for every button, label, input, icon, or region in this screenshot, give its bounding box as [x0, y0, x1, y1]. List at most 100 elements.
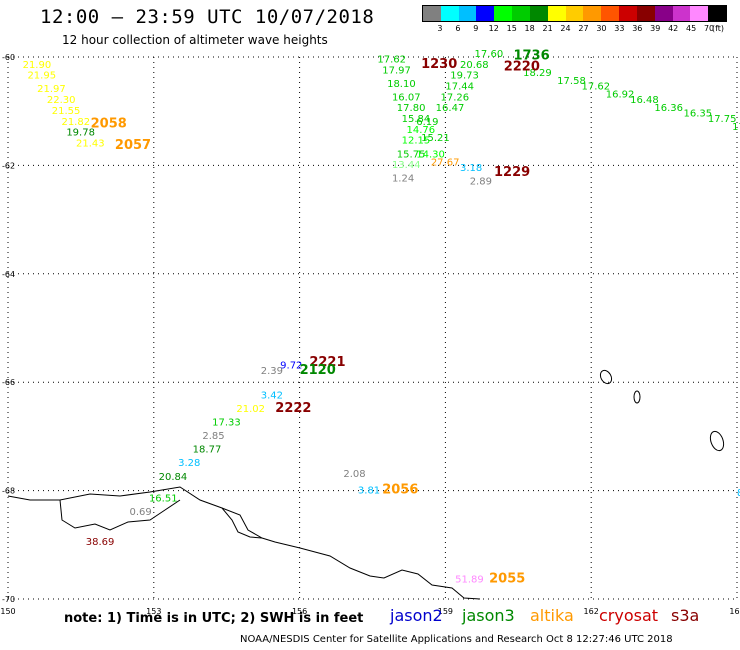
color-scale-label: 18 [524, 24, 535, 33]
color-scale-label: 39 [650, 24, 661, 33]
color-scale-swatch [476, 6, 495, 21]
color-scale-swatch [565, 6, 584, 21]
lat-tick-label: -62 [2, 161, 15, 170]
island-outline [709, 430, 725, 452]
lat-tick-label: -68 [2, 487, 15, 496]
swh-label: 16.48 [630, 95, 659, 106]
color-scale-label: (ft) [711, 24, 725, 33]
swh-label: 15.84 [402, 114, 431, 125]
color-scale-label: 36 [632, 24, 643, 33]
color-scale-label: 3 [437, 24, 443, 33]
lon-tick-label: 150 [0, 607, 15, 616]
swh-label: 12.15 [402, 136, 431, 147]
color-scale-swatch [636, 6, 655, 21]
coastline [7, 369, 725, 600]
swh-label: 19.73 [450, 71, 479, 82]
swh-label: 16.07 [392, 92, 421, 103]
color-scale-label: 12 [488, 24, 499, 33]
antarctic-coastline [7, 486, 481, 600]
swh-label: 17.60 [475, 49, 504, 60]
swh-label: 17.58 [557, 76, 586, 87]
color-scale-swatch [529, 6, 548, 21]
swh-label: 22.30 [47, 95, 76, 106]
swh-label: 18.10 [387, 79, 416, 90]
color-scale-label: 6 [455, 24, 461, 33]
color-scale-label: 21 [542, 24, 553, 33]
color-scale-swatch [619, 6, 637, 21]
swh-label: 21.02 [236, 404, 265, 415]
swh-label: 17.62 [581, 82, 610, 93]
pass-time-label: 2221 [309, 355, 345, 370]
pass-time-label: 1230 [421, 57, 457, 72]
swh-label: 21.55 [52, 106, 81, 117]
swh-label: 21.90 [23, 60, 52, 71]
swh-label: 2.08 [343, 469, 365, 480]
pass-time-label: 2056 [382, 482, 418, 497]
swh-label: 3.42 [261, 390, 283, 401]
swh-label: 38.69 [86, 537, 115, 548]
swh-label: 13.44 [392, 160, 421, 171]
map-grid [7, 56, 738, 600]
swh-label: 20.68 [460, 60, 489, 71]
axis-ticks: 150 153 156 159 162 165 -60 -62 -64 -66 -68 -70 [0, 53, 740, 616]
color-scale-swatch [690, 6, 709, 21]
swh-label: 21.82 [61, 117, 90, 128]
swh-label: 16.36 [654, 103, 683, 114]
swh-label: 3.28 [178, 458, 200, 469]
footer-credit: NOAA/NESDIS Center for Satellite Applica… [240, 634, 673, 645]
pass-time-label: 2055 [489, 572, 525, 587]
ice-shelf-outline [221, 507, 263, 539]
pass-time-label: 2058 [91, 116, 127, 131]
swh-label: 14.76 [407, 125, 436, 136]
island-outline [633, 390, 641, 404]
swh-label: 17.33 [212, 418, 241, 429]
swh-label: 16.92 [606, 90, 635, 101]
color-scale-swatch [601, 6, 620, 21]
color-scale-swatch [440, 6, 459, 21]
swh-label: 9.72 [280, 361, 302, 372]
lat-tick-label: -70 [2, 595, 15, 604]
swh-label: 20.84 [159, 472, 188, 483]
color-scale: 3 6 9 12 15 18 21 24 27 30 33 36 39 42 45 70 (ft) [422, 5, 727, 36]
swh-label: 17.44 [445, 82, 474, 93]
satellite-legend-item: s3a [671, 606, 700, 625]
color-scale-label: 9 [473, 24, 479, 33]
lon-tick-label: 162 [584, 607, 599, 616]
color-scale-swatch [672, 6, 691, 21]
lat-tick-label: -64 [2, 270, 15, 279]
swh-label: 15.21 [421, 133, 450, 144]
lon-tick-label: 165 [729, 607, 740, 616]
island-outline [599, 369, 613, 385]
color-scale-label: 42 [668, 24, 679, 33]
color-scale-label: 27 [578, 24, 589, 33]
lon-tick-label: 159 [438, 607, 453, 616]
swh-label: 17.80 [397, 103, 426, 114]
color-scale-swatch [547, 6, 566, 21]
swh-label: 18.77 [193, 445, 222, 456]
swh-label: 21.95 [27, 71, 56, 82]
swh-label: 2.39 [261, 366, 283, 377]
color-scale-label: 15 [506, 24, 517, 33]
pass-time-label: 1229 [494, 165, 530, 180]
color-scale-swatch [423, 6, 441, 21]
color-scale-swatch [458, 6, 477, 21]
swh-label: 0.69 [130, 507, 152, 518]
swh-label: 17.97 [382, 65, 411, 76]
pass-time-label: 2057 [115, 138, 151, 153]
lon-tick-label: 153 [146, 607, 161, 616]
color-scale-label: 45 [686, 24, 697, 33]
satellite-legend-item: jason3 [462, 606, 515, 625]
satellite-legend-item: altika [530, 606, 574, 625]
pass-time-label: 2222 [275, 401, 311, 416]
page-subtitle: 12 hour collection of altimeter wave hei… [62, 33, 328, 47]
satellite-legend-item: cryosat [599, 606, 659, 625]
swh-label: 15.75 [397, 149, 426, 160]
swh-label: 17.62 [377, 54, 406, 65]
swh-label: 16.47 [436, 103, 465, 114]
pass-time-label: 1736 [513, 49, 549, 64]
swh-label: 8.47 [737, 488, 740, 499]
pass-time-label: 2220 [504, 60, 540, 75]
swh-label: 21.97 [37, 84, 66, 95]
swh-label: 16.35 [684, 109, 713, 120]
